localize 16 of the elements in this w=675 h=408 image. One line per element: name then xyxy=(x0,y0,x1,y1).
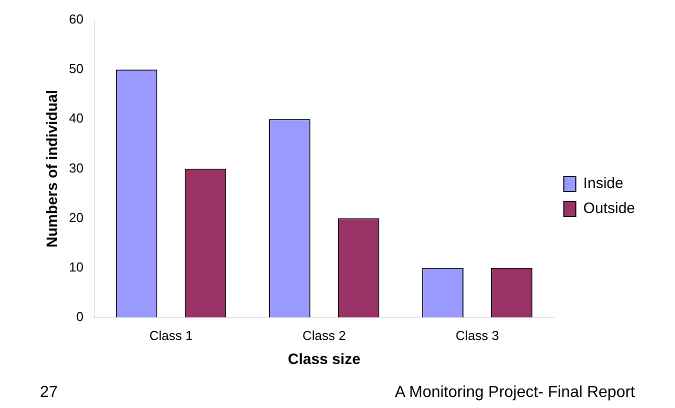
y-tick-label: 40 xyxy=(68,110,84,126)
y-tick-label: 0 xyxy=(76,308,84,324)
legend-label: Outside xyxy=(583,200,636,218)
x-tick-label: Class 1 xyxy=(149,328,193,343)
x-tick-label: Class 2 xyxy=(302,328,346,343)
y-axis-title: Numbers of individual xyxy=(44,90,62,248)
x-tick-label: Class 3 xyxy=(456,328,499,343)
text: 27 xyxy=(40,384,58,402)
y-tick-label: 20 xyxy=(68,210,84,225)
y-tick-label: 10 xyxy=(68,259,84,274)
y-tick-label: 60 xyxy=(68,12,84,27)
y-tick-label: 50 xyxy=(68,61,84,76)
legend-label: Inside xyxy=(583,175,624,192)
x-axis-title: Class size xyxy=(288,351,360,368)
y-tick-label: 30 xyxy=(68,160,84,176)
text: A Monitoring Project- Final Report xyxy=(394,384,635,402)
